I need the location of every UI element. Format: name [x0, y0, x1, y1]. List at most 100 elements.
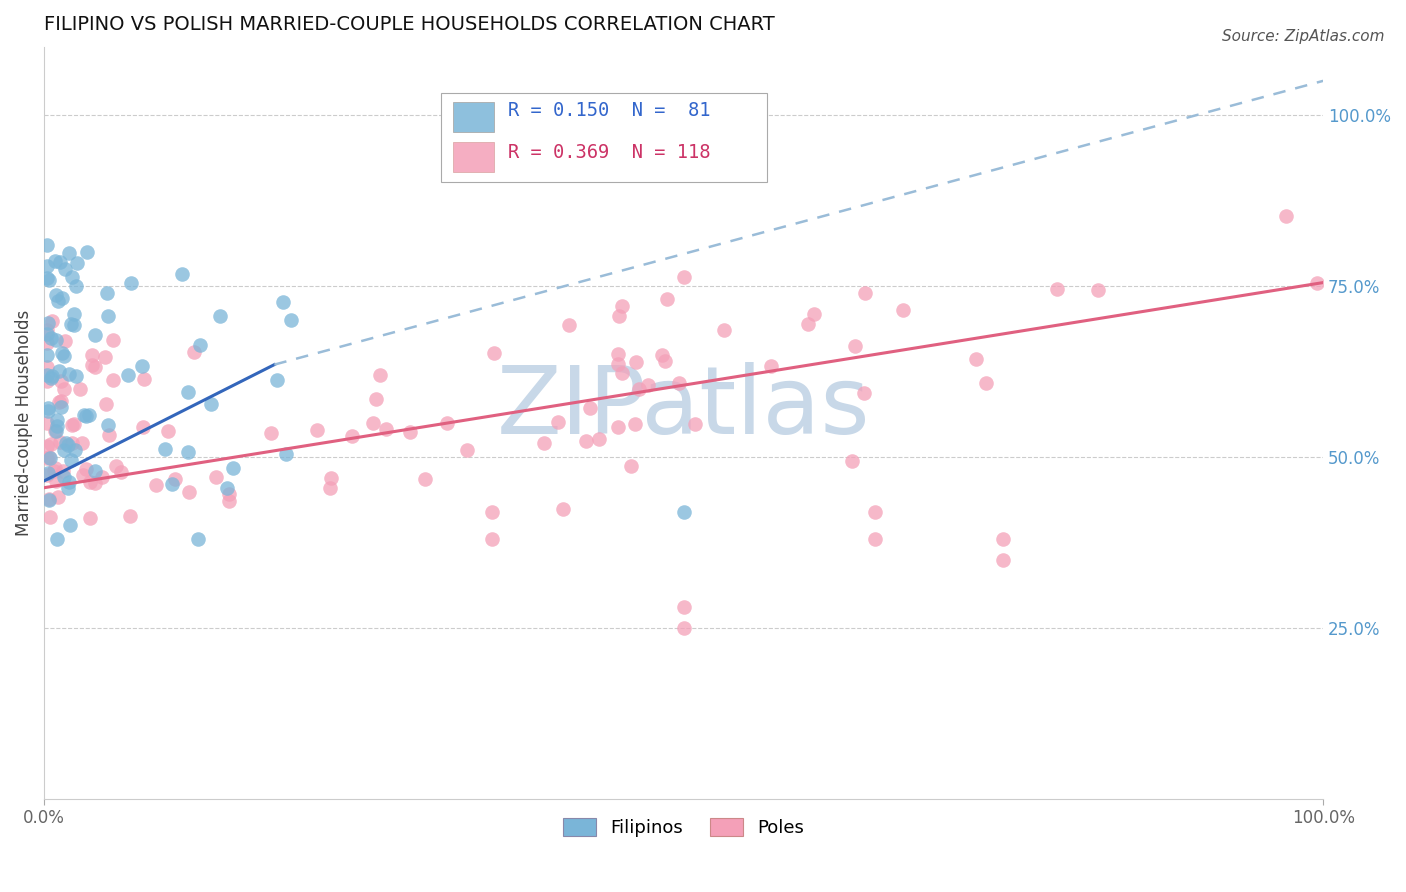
Point	[893, 302, 915, 317]
Point	[76, 244, 98, 259]
Point	[222, 460, 245, 475]
Point	[610, 366, 633, 380]
Point	[183, 345, 205, 359]
Point	[609, 309, 631, 323]
Point	[101, 373, 124, 387]
Point	[97, 418, 120, 433]
Point	[627, 382, 650, 396]
Point	[53, 334, 76, 349]
Point	[97, 428, 120, 442]
Point	[59, 518, 82, 533]
Point	[45, 475, 67, 489]
Point	[672, 600, 695, 615]
Point	[37, 401, 59, 416]
Point	[132, 372, 155, 386]
Point	[58, 367, 80, 381]
Point	[321, 471, 343, 485]
Point	[35, 259, 58, 273]
Point	[35, 359, 58, 374]
FancyBboxPatch shape	[453, 142, 495, 172]
Point	[398, 425, 420, 439]
Point	[413, 472, 436, 486]
Point	[39, 437, 62, 451]
Point	[42, 464, 65, 478]
Point	[558, 318, 581, 333]
Point	[62, 417, 84, 432]
Point	[96, 285, 118, 300]
Point	[620, 459, 643, 474]
Point	[35, 238, 58, 252]
Point	[37, 404, 59, 418]
Point	[35, 374, 58, 388]
Point	[177, 485, 200, 500]
Point	[844, 339, 866, 353]
Point	[35, 323, 58, 337]
Point	[612, 299, 634, 313]
Point	[39, 331, 62, 345]
Point	[218, 494, 240, 508]
Point	[118, 509, 141, 524]
Point	[35, 467, 58, 482]
Point	[39, 510, 62, 524]
Point	[53, 470, 76, 484]
Point	[37, 466, 59, 480]
Text: R = 0.369  N = 118: R = 0.369 N = 118	[509, 144, 711, 162]
Point	[361, 416, 384, 430]
Point	[72, 409, 94, 423]
Point	[37, 272, 59, 286]
Point	[55, 435, 77, 450]
Point	[588, 432, 610, 446]
Point	[145, 477, 167, 491]
Point	[38, 451, 60, 466]
Point	[94, 397, 117, 411]
Point	[51, 374, 73, 388]
Point	[35, 368, 58, 383]
Point	[63, 318, 86, 332]
Point	[41, 313, 63, 327]
Point	[626, 355, 648, 369]
Point	[319, 481, 342, 495]
Point	[672, 621, 695, 635]
Point	[436, 416, 458, 430]
Point	[865, 505, 887, 519]
Point	[69, 382, 91, 396]
Point	[83, 475, 105, 490]
Point	[35, 336, 58, 351]
Point	[79, 475, 101, 490]
Point	[575, 434, 598, 449]
Point	[208, 310, 231, 324]
Point	[163, 472, 186, 486]
Point	[49, 255, 72, 269]
Point	[271, 295, 294, 310]
Point	[796, 318, 818, 332]
Point	[993, 532, 1015, 546]
Point	[51, 345, 73, 359]
Point	[481, 505, 503, 519]
Point	[66, 255, 89, 269]
Point	[668, 376, 690, 390]
Y-axis label: Married-couple Households: Married-couple Households	[15, 310, 32, 536]
Point	[97, 310, 120, 324]
Point	[49, 434, 72, 449]
Point	[58, 475, 80, 490]
Point	[35, 348, 58, 362]
Point	[974, 376, 997, 391]
Point	[673, 270, 696, 285]
Point	[46, 491, 69, 505]
Point	[63, 308, 86, 322]
Point	[60, 418, 83, 433]
Point	[44, 424, 66, 438]
Point	[623, 417, 645, 431]
Point	[41, 369, 63, 384]
Point	[45, 287, 67, 301]
Point	[188, 338, 211, 352]
Point	[651, 348, 673, 362]
Point	[51, 291, 73, 305]
Point	[48, 363, 70, 377]
Point	[79, 511, 101, 525]
Point	[607, 357, 630, 371]
Point	[58, 437, 80, 451]
Point	[58, 246, 80, 260]
Point	[172, 267, 194, 281]
Point	[35, 439, 58, 453]
